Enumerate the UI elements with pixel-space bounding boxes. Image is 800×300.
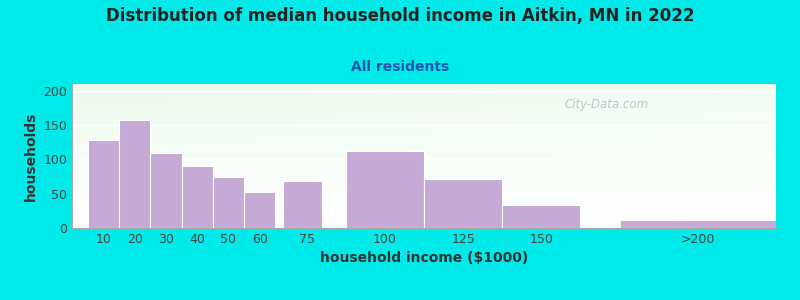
Bar: [619, 220, 776, 228]
Bar: [150, 153, 182, 228]
X-axis label: household income ($1000): household income ($1000): [320, 251, 528, 266]
Bar: [213, 177, 244, 228]
Text: City-Data.com: City-Data.com: [565, 98, 649, 111]
Bar: [346, 151, 424, 228]
Bar: [182, 166, 213, 228]
Text: Distribution of median household income in Aitkin, MN in 2022: Distribution of median household income …: [106, 8, 694, 26]
Bar: [424, 178, 502, 228]
Bar: [283, 182, 322, 228]
Bar: [502, 206, 581, 228]
Y-axis label: households: households: [24, 111, 38, 201]
Bar: [119, 120, 150, 228]
Text: All residents: All residents: [351, 60, 449, 74]
Bar: [88, 140, 119, 228]
Bar: [244, 192, 275, 228]
